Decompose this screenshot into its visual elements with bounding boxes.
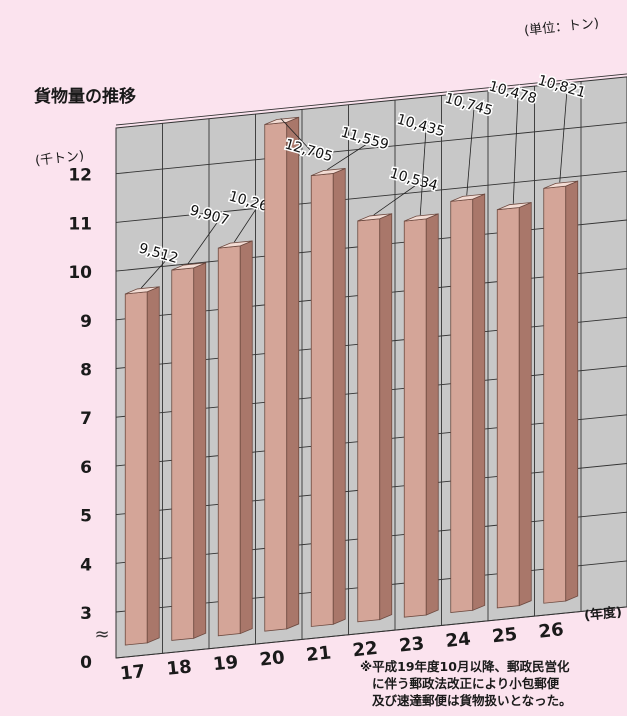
bar [543, 185, 567, 604]
bar-side [146, 286, 160, 644]
grid-line-h [115, 170, 627, 223]
data-label-leader [140, 257, 169, 289]
data-label-leader [559, 89, 568, 183]
y-tick-label: 7 [80, 409, 92, 429]
x-tick-label: 17 [119, 661, 146, 685]
x-tick-label: 23 [398, 633, 425, 657]
bar-top [218, 240, 253, 249]
bar-top [311, 168, 346, 177]
grid-line-h [115, 122, 627, 175]
bar-top [450, 193, 485, 202]
data-label-leader [187, 219, 220, 265]
x-tick-label: 25 [491, 624, 518, 648]
y-tick-label: 9 [80, 312, 92, 332]
data-label-leader [327, 141, 371, 170]
bar [217, 245, 241, 637]
y-tick-label: 6 [80, 458, 92, 478]
bar [264, 121, 288, 632]
bar-top [543, 180, 578, 189]
bar-side [565, 180, 579, 602]
bar-side [332, 167, 346, 625]
y-tick-label: 12 [68, 166, 92, 186]
bar [124, 291, 148, 646]
bar-side [379, 213, 393, 621]
data-label-leader [373, 182, 420, 216]
axis-break-mark: ≈ [94, 624, 109, 645]
x-tick-label: 22 [352, 638, 379, 662]
x-tick-label: 21 [305, 642, 332, 666]
y-tick-label: 5 [80, 507, 92, 527]
y-tick-label: 3 [80, 604, 92, 624]
grid-line-h [115, 73, 627, 126]
footnote-line-2: に伴う郵政法改正により小包郵便 [372, 676, 560, 691]
bar-side [518, 201, 532, 607]
footnote-line-1: ※平成19年度10月以降、郵政民営化 [360, 659, 570, 674]
bar-side [239, 240, 253, 635]
chart-title: 貨物量の推移 [34, 87, 136, 107]
data-label-leader [466, 107, 475, 196]
bar [310, 173, 334, 627]
y-tick-label: 11 [68, 214, 92, 234]
bar-top [497, 202, 532, 211]
footnote-line-3: 及び速達郵便は貨物扱いとなった。 [372, 693, 572, 708]
data-label-leader [280, 118, 315, 155]
bar-top [264, 116, 299, 125]
data-label-leader [512, 95, 519, 204]
bar-side [193, 262, 207, 639]
x-tick-label: 26 [538, 619, 565, 643]
y-tick-label: 8 [80, 361, 92, 381]
bar [496, 207, 520, 609]
x-tick-label: 19 [212, 652, 239, 676]
bar [357, 218, 381, 623]
bar [171, 267, 195, 641]
y-tick-label: 0 [80, 653, 92, 673]
x-tick-label: 18 [166, 656, 193, 680]
data-label-leader [233, 205, 259, 243]
bar-top [357, 213, 392, 222]
data-label-leader [419, 128, 427, 216]
bar-top [171, 262, 206, 271]
grid-line-base [115, 606, 627, 659]
bar-top [404, 213, 439, 222]
bar [450, 198, 474, 613]
y-tick-label: 4 [80, 555, 92, 575]
bar-top [125, 286, 160, 295]
bar-side [425, 213, 439, 616]
x-axis-label: (年度) [583, 605, 623, 624]
x-tick-label: 24 [445, 629, 472, 653]
bar-side [286, 116, 300, 630]
bar [403, 218, 427, 618]
bar-side [472, 193, 486, 611]
x-tick-label: 20 [259, 647, 286, 671]
footnote: ※平成19年度10月以降、郵政民営化 に伴う郵政法改正により小包郵便 及び速達郵… [360, 658, 572, 709]
y-tick-label: 10 [68, 263, 92, 283]
